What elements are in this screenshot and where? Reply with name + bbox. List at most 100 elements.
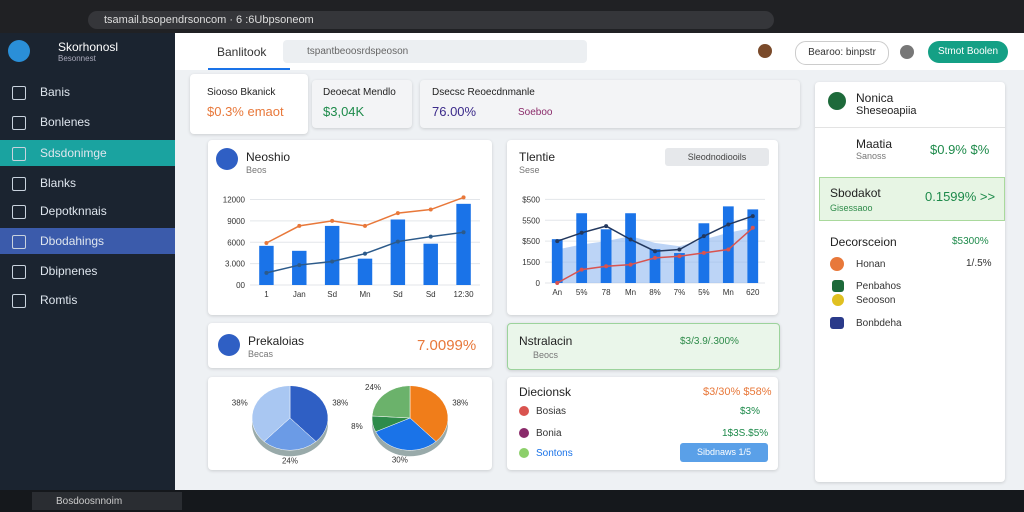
menu-item[interactable]: Sdsdonimge <box>0 140 175 166</box>
stat-card <box>208 323 492 368</box>
x-tick-label: An <box>552 288 562 297</box>
bar <box>649 249 661 283</box>
line-point <box>628 237 633 242</box>
bar <box>625 213 636 283</box>
icon[interactable] <box>900 45 914 59</box>
search-box[interactable] <box>283 40 587 63</box>
line-point <box>297 223 302 228</box>
pie-label: 30% <box>392 456 408 465</box>
chart-subtitle: Beos <box>246 165 267 175</box>
menu-item[interactable]: Dbodahings <box>0 228 175 254</box>
bar <box>423 243 438 285</box>
x-tick-label: Sd <box>327 290 337 299</box>
menu-label: Bonlenes <box>40 115 91 129</box>
pie-label: 24% <box>282 456 298 465</box>
line-point <box>579 267 584 272</box>
line-point <box>330 259 335 264</box>
chart-card <box>208 140 492 315</box>
line-point <box>628 262 633 267</box>
menu-icon <box>12 265 26 279</box>
bar <box>357 258 373 285</box>
pie-label: 24% <box>365 383 381 392</box>
panel-title: Nonica <box>856 91 894 105</box>
stat-value: 7.0099% <box>417 337 477 354</box>
chart-subtitle: Sese <box>519 165 540 175</box>
menu-item[interactable]: Bonlenes <box>0 109 175 135</box>
menu-item[interactable]: Banis <box>0 79 175 105</box>
x-tick-label: 12:30 <box>454 290 475 299</box>
logo <box>8 40 30 62</box>
menu-icon <box>12 86 26 100</box>
menu-item[interactable]: Blanks <box>0 170 175 196</box>
bar <box>456 203 471 285</box>
highlight <box>819 177 1005 221</box>
list-button[interactable]: Sibdnaws 1/5 <box>680 443 768 462</box>
x-tick-label: 78 <box>602 288 611 297</box>
bar <box>292 250 307 285</box>
y-tick-label: $500 <box>522 195 540 204</box>
x-tick-label: Sd <box>393 290 403 299</box>
x-tick-label: 5% <box>576 288 588 297</box>
x-tick-label: Sd <box>426 290 436 299</box>
pie-slice <box>375 417 437 451</box>
pie-label: 8% <box>351 422 363 431</box>
pie-slice <box>409 385 449 442</box>
bar <box>747 209 759 283</box>
dot <box>832 294 844 306</box>
line-point <box>701 234 706 239</box>
avatar[interactable] <box>758 44 772 58</box>
list-title: Diecionsk <box>519 385 572 399</box>
summary-card <box>190 74 308 134</box>
tab[interactable]: Banlitook <box>217 45 267 59</box>
x-tick-label: 7% <box>674 288 686 297</box>
y-tick-label: $500 <box>522 237 540 246</box>
taskbar-search[interactable] <box>32 492 182 510</box>
summary-value: $0.3% emaot <box>207 104 284 119</box>
summary-extra: Soeboo <box>518 107 553 118</box>
pie-label: 38% <box>332 398 348 407</box>
stat-subtitle: Becas <box>248 349 274 359</box>
stat-subtitle: Beocs <box>533 350 559 360</box>
menu-item[interactable]: Dbipnenes <box>0 258 175 284</box>
stat-card <box>507 323 780 370</box>
menu-label: Dbodahings <box>40 234 105 248</box>
list-item: Bonia <box>536 428 562 439</box>
section-title: Decorsceion <box>830 235 897 249</box>
menu-icon <box>12 205 26 219</box>
address: tsamail.bsopendrsoncom · 6 :6Ubpsoneom <box>104 14 314 26</box>
y-tick-label: 9000 <box>227 217 245 226</box>
menu-item[interactable]: Depotknnais <box>0 198 175 224</box>
y-tick-label: 5500 <box>522 216 540 225</box>
bar <box>390 219 406 285</box>
menu-label: Depotknnais <box>40 204 107 218</box>
line-point <box>363 223 367 228</box>
side-panel <box>815 82 1005 482</box>
line-point <box>604 264 609 269</box>
summary-card <box>420 80 800 128</box>
menu-icon <box>12 235 26 249</box>
menu-label: Banis <box>40 85 71 99</box>
bar <box>576 213 588 283</box>
y-tick-label: 00 <box>236 281 245 290</box>
card-icon <box>216 148 238 170</box>
line-point <box>750 225 755 230</box>
address-bar[interactable] <box>88 11 774 29</box>
pie-slice <box>251 385 291 442</box>
section-value: $5300% <box>952 236 989 247</box>
button[interactable]: Bearoo: binpstr <box>795 41 889 65</box>
card-icon <box>218 334 240 356</box>
action-button[interactable]: Stmot Boolen <box>928 41 1008 63</box>
menu-item[interactable]: Romtis <box>0 287 175 313</box>
dropdown[interactable]: Sleodnodiooils <box>665 148 769 166</box>
y-tick-label: 1500 <box>522 258 540 267</box>
line-point <box>363 251 367 256</box>
menu-label: Blanks <box>40 176 77 190</box>
y-tick-label: 6000 <box>227 238 245 247</box>
line-point <box>264 240 269 245</box>
line-point <box>555 281 560 285</box>
bar <box>324 225 340 285</box>
x-tick-label: Mn <box>723 288 734 297</box>
menu-label: Dbipnenes <box>40 264 98 278</box>
summary-value: $3,04K <box>323 104 365 119</box>
